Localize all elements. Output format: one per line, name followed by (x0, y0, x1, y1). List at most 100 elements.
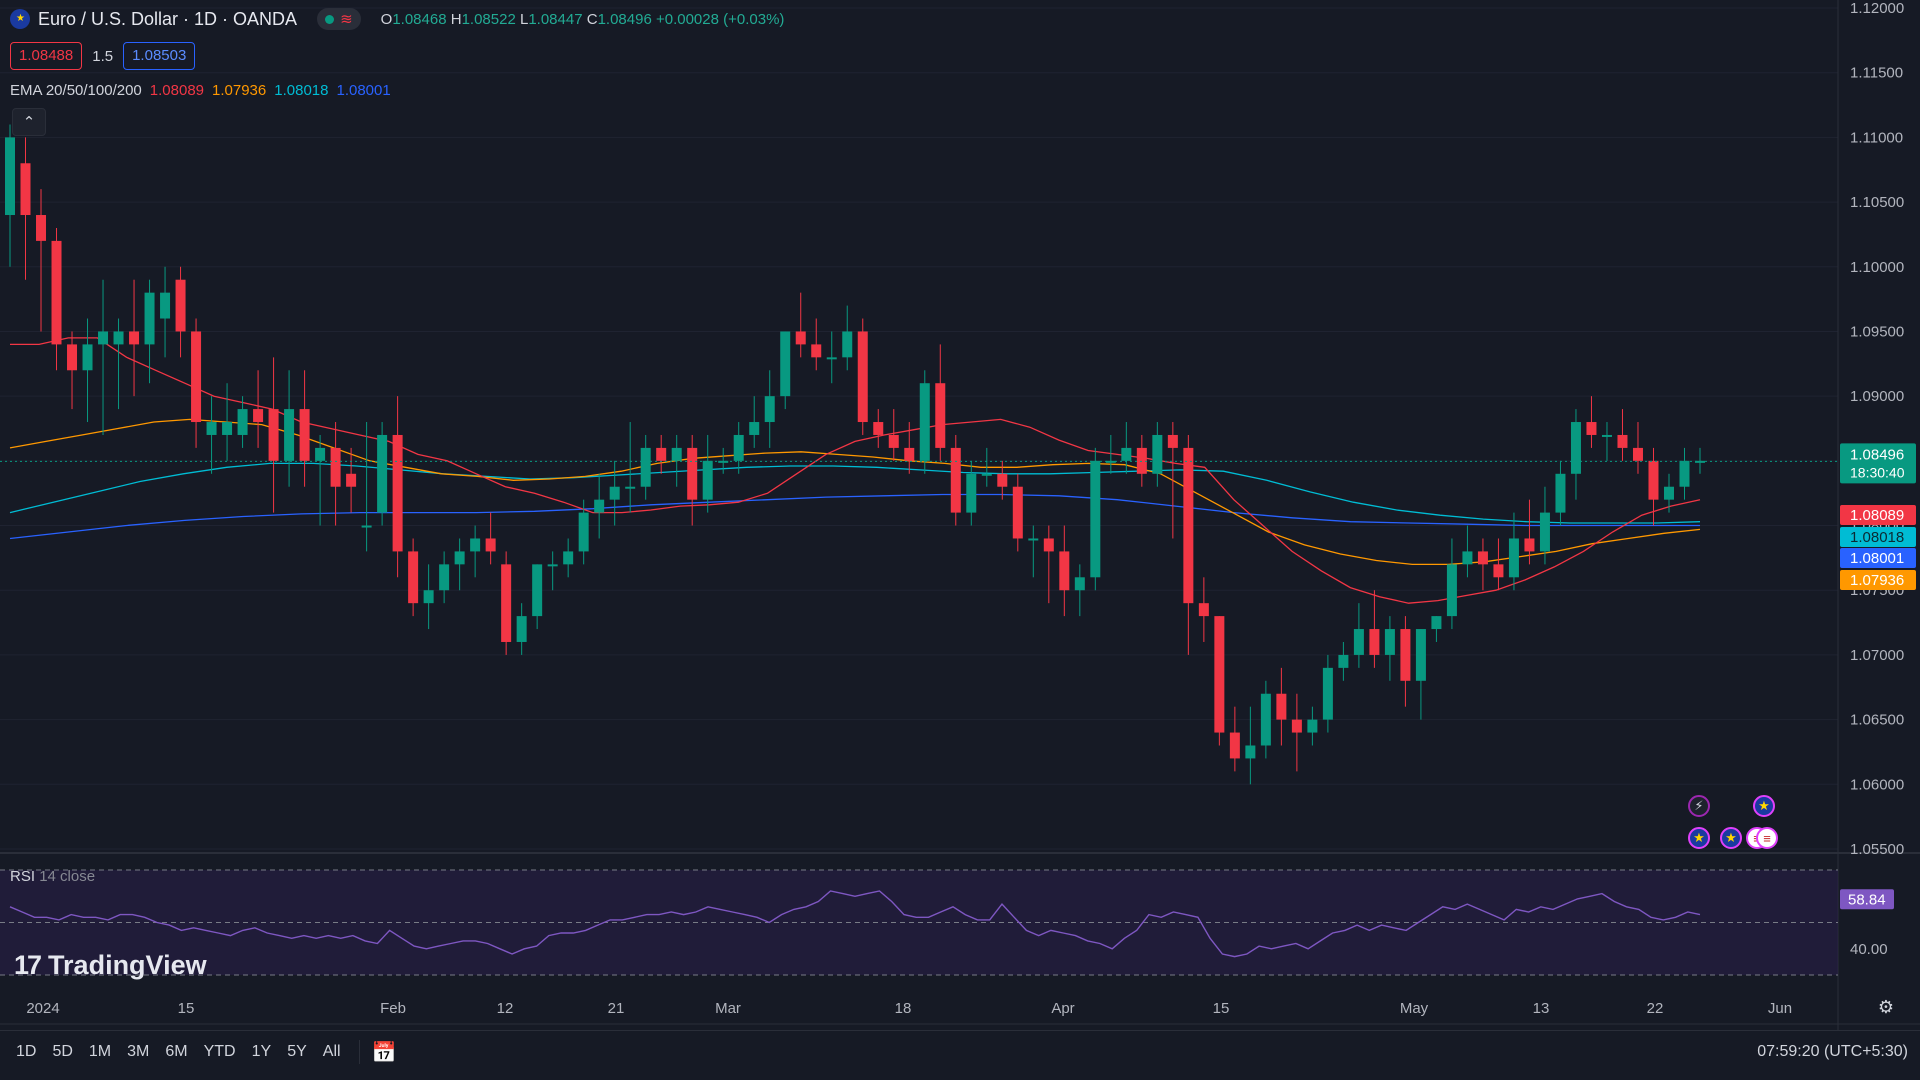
rsi-legend[interactable]: RSI 14 close (10, 868, 95, 885)
candle (501, 551, 512, 655)
collapse-legend-button[interactable]: ⌃ (12, 108, 46, 136)
candle (1586, 396, 1597, 448)
candle (1353, 603, 1364, 668)
us-flag-event-icon[interactable]: ≡ (1756, 827, 1778, 849)
eu-flag-event-icon[interactable]: ★ (1753, 795, 1775, 817)
candle (609, 460, 620, 526)
time-tick-label: May (1400, 1000, 1429, 1017)
candle (98, 279, 109, 435)
candle (237, 396, 248, 448)
ohlc-values: O1.08468 H1.08522 L1.08447 C1.08496 +0.0… (380, 10, 785, 28)
ema200-value: 1.08001 (336, 82, 391, 99)
tf-5y[interactable]: 5Y (287, 1043, 307, 1060)
tradingview-logo-icon: 17 (14, 950, 42, 980)
candle (563, 538, 574, 578)
tf-1m[interactable]: 1M (88, 1043, 112, 1060)
eurusd-flag-icon: ★ (10, 9, 30, 29)
candle (811, 318, 822, 371)
candle (1617, 409, 1628, 461)
tf-ytd[interactable]: YTD (203, 1043, 236, 1060)
candle (904, 422, 915, 474)
candle (578, 499, 589, 565)
candle (1307, 706, 1318, 746)
ema100-value: 1.08018 (274, 82, 329, 99)
symbol-title[interactable]: Euro / U.S. Dollar · 1D · OANDA (38, 8, 298, 29)
candle (1074, 564, 1085, 617)
candlesticks (5, 124, 1705, 785)
svg-text:1.08496: 1.08496 (1850, 446, 1904, 463)
candle (1384, 616, 1395, 681)
candle (51, 227, 62, 371)
ema100-line (9, 462, 1701, 524)
candle (873, 409, 884, 448)
ema-legend[interactable]: EMA 20/50/100/200 1.08089 1.07936 1.0801… (10, 82, 391, 99)
tf-6m[interactable]: 6M (165, 1043, 188, 1060)
candle (625, 422, 636, 513)
goto-date-icon[interactable]: 📅 (371, 1041, 397, 1064)
candle (1555, 460, 1566, 526)
time-tick-label: Jun (1768, 1000, 1792, 1017)
tf-1y[interactable]: 1Y (251, 1043, 272, 1060)
tf-1d[interactable]: 1D (16, 1043, 37, 1060)
tf-3m[interactable]: 3M (127, 1043, 150, 1060)
bar-countdown: 18:30:40 (1850, 464, 1905, 480)
candle (1090, 447, 1101, 591)
candle (129, 279, 140, 397)
price-tick-label: 1.05500 (1850, 841, 1904, 858)
toolbar-divider (358, 1040, 360, 1064)
candle (1446, 538, 1457, 630)
candle (408, 538, 419, 617)
time-axis[interactable]: 2024 15 Feb 12 21 Mar 18 Apr 15 May 13 22 Jun (26, 1000, 1792, 1017)
buy-button[interactable]: 1.08503 (123, 42, 196, 70)
eu-flag-event-icon[interactable]: ★ (1688, 827, 1710, 849)
price-tick-label: 1.11500 (1850, 65, 1903, 82)
candle (1679, 447, 1690, 500)
time-tick-label: 12 (497, 1000, 514, 1017)
ohlc-low: 1.08447 (528, 10, 583, 28)
ema-price-label: 1.08089 (1840, 505, 1916, 525)
candle (749, 396, 760, 448)
candle (1276, 667, 1287, 746)
sell-button[interactable]: 1.08488 (10, 42, 83, 70)
candle (67, 331, 78, 410)
flash-event-icon[interactable]: ⚡ (1688, 795, 1710, 817)
candle (1477, 538, 1488, 591)
rsi-label: RSI (10, 868, 36, 885)
candle (1229, 706, 1240, 772)
candle (826, 331, 837, 384)
ema50-value: 1.07936 (212, 82, 267, 99)
tf-all[interactable]: All (322, 1043, 341, 1060)
ema-price-label: 1.08018 (1840, 527, 1916, 547)
eu-flag-event-icon[interactable]: ★ (1720, 827, 1742, 849)
candle (485, 512, 496, 565)
clock[interactable]: 07:59:20 (UTC+5:30) (1757, 1043, 1908, 1060)
price-tick-label: 1.06000 (1850, 776, 1904, 793)
price-tick-label: 1.12000 (1850, 0, 1904, 17)
rsi-pane[interactable]: 58.84 40.00 (0, 869, 1894, 976)
candle (113, 318, 124, 410)
candle (981, 447, 992, 487)
candle (253, 370, 264, 448)
market-status-pill[interactable]: ≋ (317, 8, 361, 30)
candle (919, 370, 930, 474)
time-tick-label: 18 (895, 1000, 912, 1017)
tf-5d[interactable]: 5D (52, 1043, 73, 1060)
time-tick-label: 13 (1533, 1000, 1550, 1017)
candle (997, 460, 1008, 500)
bottom-toolbar: 1D 5D 1M 3M 6M YTD 1Y 5Y All 📅 07:59:20 … (0, 1030, 1920, 1073)
candle (191, 318, 202, 448)
spread-value: 1.5 (92, 47, 114, 65)
price-axis[interactable]: 1.12000 1.11500 1.11000 1.10500 1.10000 1.095… (1840, 0, 1916, 858)
candle (1198, 577, 1209, 642)
settings-gear-icon[interactable]: ⚙ (1877, 997, 1894, 1017)
candle (1493, 538, 1504, 591)
candle (733, 422, 744, 474)
tradingview-logo[interactable]: 17 TradingView (14, 950, 207, 981)
candle (1570, 409, 1581, 500)
price-tick-label: 1.11000 (1850, 129, 1903, 146)
candle (330, 422, 341, 526)
svg-text:1.08089: 1.08089 (1850, 507, 1904, 524)
candle (966, 460, 977, 526)
candle (470, 525, 481, 578)
